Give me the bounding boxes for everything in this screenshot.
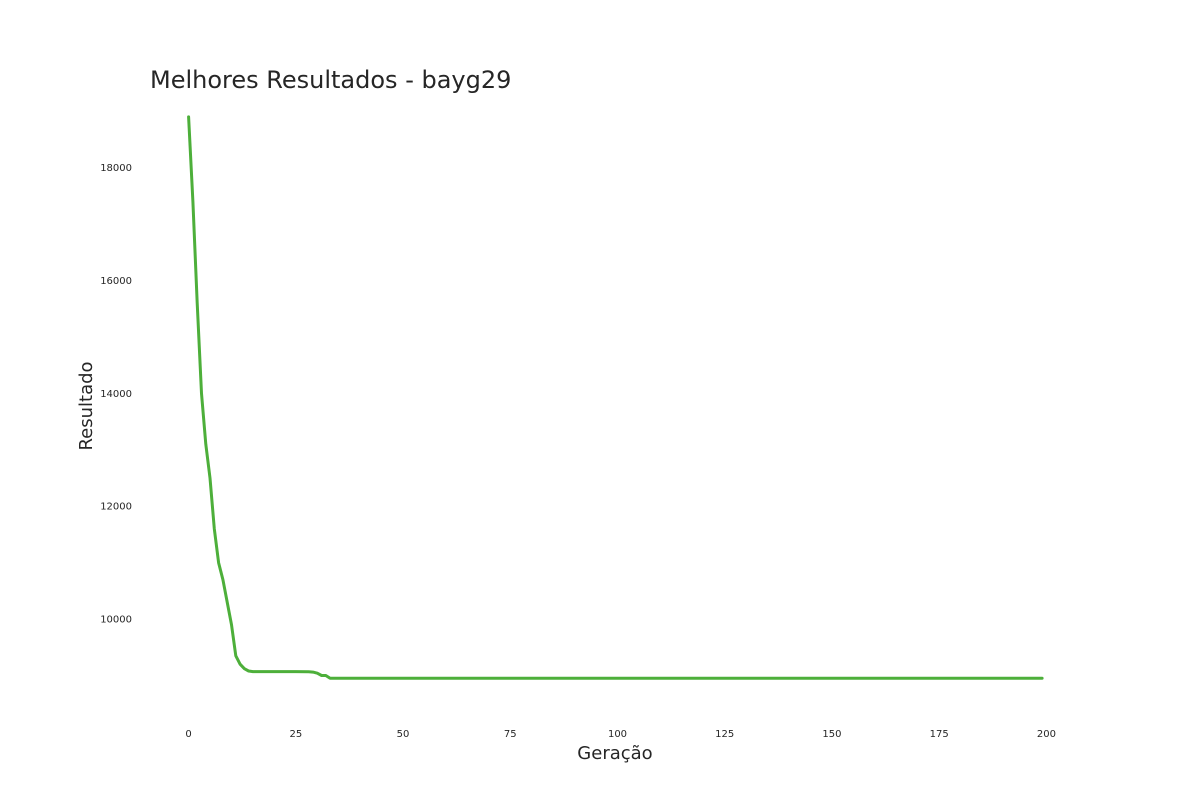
- x-tick-label: 175: [930, 729, 949, 740]
- x-tick-labels: 0 25 50 75 100 125 150 175 200: [185, 729, 1056, 740]
- y-tick-label: 14000: [100, 389, 132, 400]
- y-axis-label: Resultado: [76, 361, 97, 450]
- chart-title: Melhores Resultados - bayg29: [150, 66, 511, 94]
- x-tick-label: 0: [185, 729, 191, 740]
- x-tick-label: 200: [1037, 729, 1056, 740]
- y-tick-label: 12000: [100, 502, 132, 513]
- y-tick-labels: 10000 12000 14000 16000 18000: [100, 163, 132, 625]
- y-tick-label: 10000: [100, 615, 132, 626]
- x-tick-label: 150: [822, 729, 841, 740]
- x-axis-label: Geração: [577, 743, 652, 764]
- x-tick-label: 75: [504, 729, 517, 740]
- y-tick-label: 18000: [100, 163, 132, 174]
- series-line: [187, 115, 1044, 680]
- x-tick-label: 100: [608, 729, 627, 740]
- x-tick-label: 50: [397, 729, 410, 740]
- series-layer: [187, 115, 1044, 680]
- x-tick-label: 125: [715, 729, 734, 740]
- y-tick-label: 16000: [100, 276, 132, 287]
- x-tick-label: 25: [289, 729, 302, 740]
